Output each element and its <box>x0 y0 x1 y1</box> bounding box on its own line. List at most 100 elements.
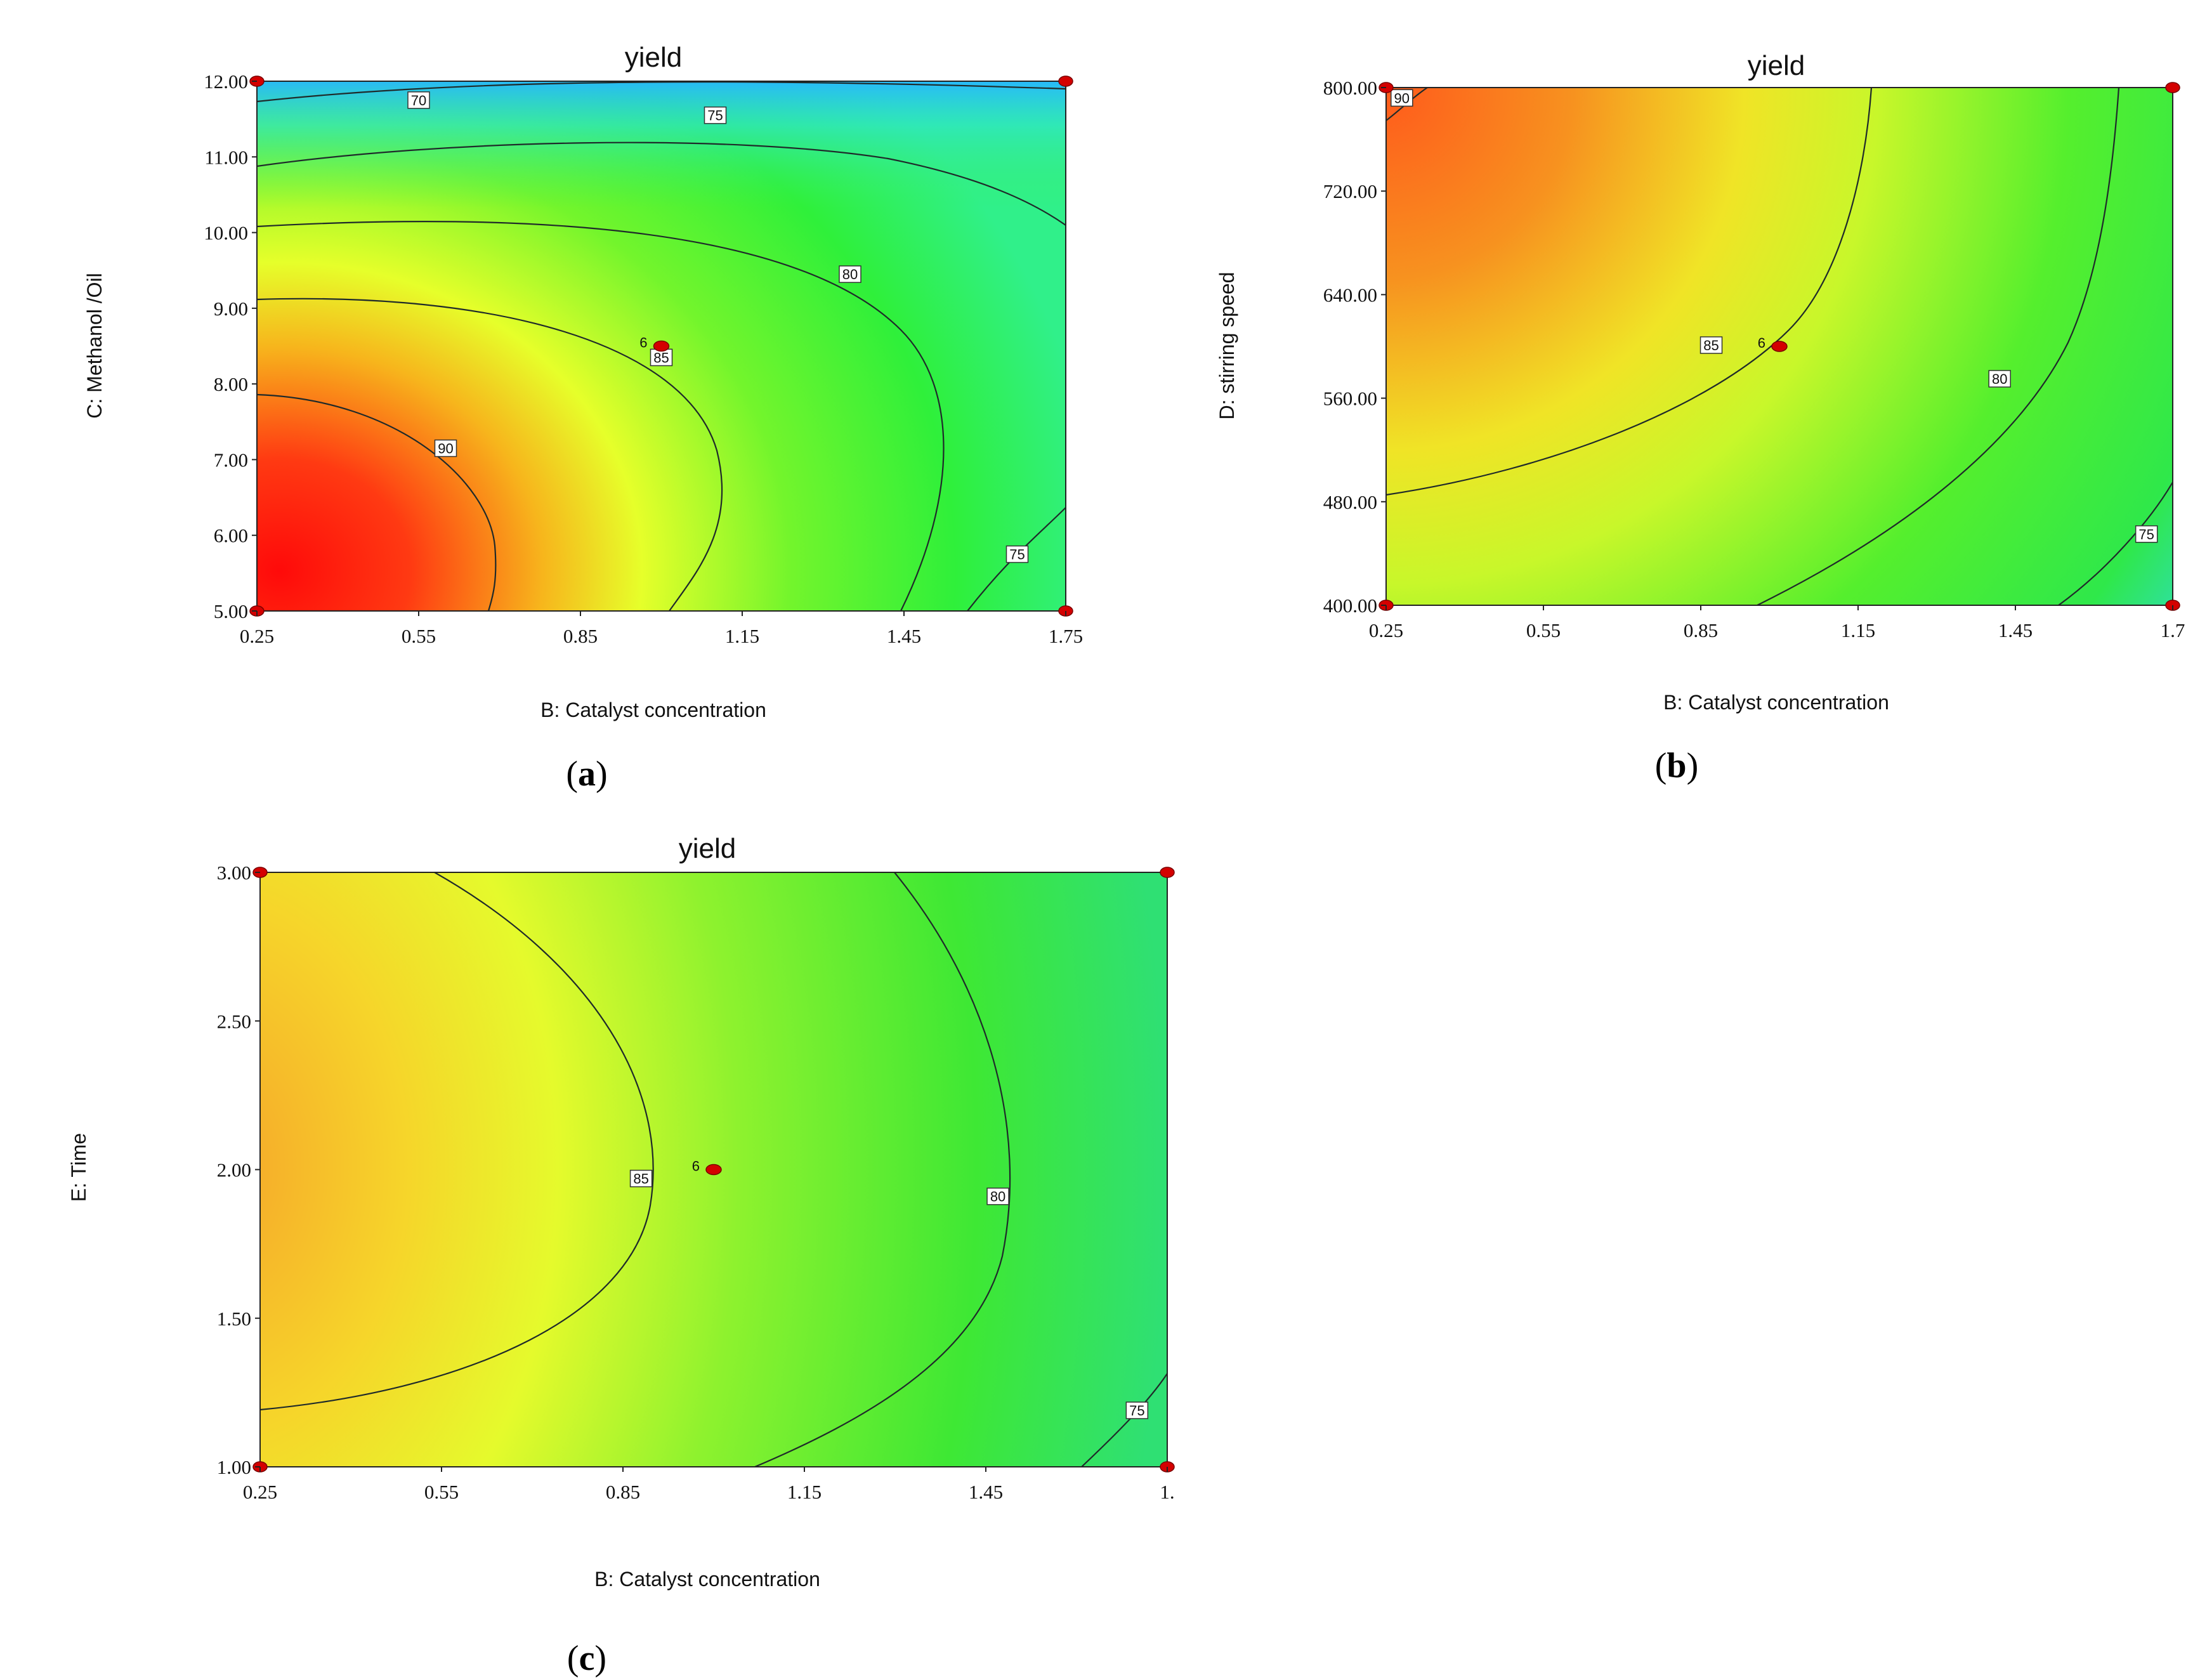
y-tick-label: 1.50 <box>217 1308 251 1330</box>
svg-text:75: 75 <box>2138 527 2154 542</box>
x-tick-label: 0.85 <box>1684 619 1718 641</box>
x-tick-label: 1.7 <box>2161 619 2185 641</box>
contour-label-90: 90 <box>1391 89 1413 107</box>
y-axis-label-b: D: stirring speed <box>1215 272 1238 420</box>
design-point-corner <box>1160 867 1175 878</box>
design-point-label: 6 <box>1758 335 1765 351</box>
contour-label-80: 80 <box>986 1187 1009 1205</box>
design-point-center <box>653 340 670 352</box>
svg-text:75: 75 <box>1009 547 1025 563</box>
svg-text:85: 85 <box>633 1171 648 1187</box>
x-tick-label: 0.25 <box>243 1481 277 1503</box>
contour-label-85: 85 <box>1699 336 1723 354</box>
svg-text:75: 75 <box>1129 1403 1144 1419</box>
x-tick-label: 1.45 <box>1998 619 2033 641</box>
svg-text:85: 85 <box>653 350 669 365</box>
y-tick-label: 3.00 <box>217 862 251 884</box>
contour-panel-b: 75 80 85 90 6 0.25 0.55 0.85 1.15 1.45 1.7 400.0… <box>1215 50 2185 785</box>
design-point-center <box>705 1164 722 1176</box>
design-point-center <box>1771 341 1788 352</box>
panel-label-b: (b) <box>1655 746 1698 785</box>
svg-text:75: 75 <box>707 108 723 124</box>
contour-label-75: 75 <box>1125 1401 1149 1419</box>
contour-line-80 <box>1757 88 2120 605</box>
x-axis-label-b: B: Catalyst concentration <box>1663 691 1889 714</box>
y-tick-label: 1.00 <box>217 1456 251 1478</box>
svg-text:80: 80 <box>842 266 858 282</box>
y-tick-label: 5.00 <box>214 600 248 622</box>
y-tick-label: 8.00 <box>214 373 248 395</box>
contour-line-85 <box>1386 88 1873 496</box>
contour-label-80: 80 <box>1988 370 2011 388</box>
contour-line-75-top <box>257 141 1066 226</box>
x-tick-label: 1.15 <box>787 1481 822 1503</box>
design-point-label: 6 <box>639 335 647 351</box>
contour-label-75: 75 <box>2135 525 2158 543</box>
contour-line-70 <box>257 81 1066 103</box>
y-tick-label: 7.00 <box>214 449 248 471</box>
contour-label-75: 75 <box>1005 545 1029 563</box>
y-tick-label: 2.50 <box>217 1010 251 1032</box>
x-tick-label: 1. <box>1160 1481 1174 1503</box>
y-tick-label: 400.00 <box>1323 594 1377 617</box>
contour-label-80: 80 <box>839 265 861 283</box>
svg-text:90: 90 <box>1394 90 1410 106</box>
chart-title-b: yield <box>1748 50 1805 81</box>
x-tick-label: 1.15 <box>1841 619 1875 641</box>
y-tick-label: 560.00 <box>1323 388 1377 410</box>
y-tick-label: 800.00 <box>1323 77 1377 99</box>
y-tick-label: 12.00 <box>204 70 248 93</box>
contour-fill-a <box>257 81 1066 611</box>
contour-panel-c: 75 80 85 6 0.25 0.55 0.85 1.15 1.45 1. 1.00 1.50… <box>67 833 1175 1678</box>
x-tick-label: 1.45 <box>969 1481 1003 1503</box>
contour-label-90: 90 <box>434 439 457 457</box>
chart-title-c: yield <box>679 833 737 864</box>
x-tick-label: 0.25 <box>240 625 274 647</box>
plot-frame-a <box>256 81 1066 612</box>
design-point-label: 6 <box>692 1158 700 1174</box>
contour-line-80 <box>257 221 945 611</box>
x-tick-label: 0.55 <box>424 1481 459 1503</box>
contour-line-80 <box>754 872 1011 1467</box>
y-tick-label: 640.00 <box>1323 284 1377 306</box>
y-tick-label: 11.00 <box>204 146 248 168</box>
contour-line-75 <box>2058 482 2173 605</box>
y-tick-label: 720.00 <box>1323 180 1377 202</box>
contour-label-75: 75 <box>704 106 727 124</box>
x-axis-label-a: B: Catalyst concentration <box>540 699 766 721</box>
x-tick-label: 1.45 <box>887 625 921 647</box>
y-tick-label: 2.00 <box>217 1159 251 1181</box>
contour-label-85: 85 <box>650 348 673 367</box>
svg-text:80: 80 <box>990 1189 1005 1205</box>
x-tick-label: 0.55 <box>1526 619 1561 641</box>
x-tick-label: 0.85 <box>606 1481 640 1503</box>
contour-label-70: 70 <box>407 91 430 109</box>
x-tick-label: 0.85 <box>563 625 598 647</box>
design-point-corner <box>2165 82 2180 93</box>
panel-label-a: (a) <box>566 754 607 794</box>
x-tick-label: 0.55 <box>402 625 436 647</box>
y-axis-label-a: C: Methanol /Oil <box>83 273 106 418</box>
y-tick-label: 6.00 <box>214 525 248 547</box>
chart-title-a: yield <box>625 42 683 73</box>
contour-label-85: 85 <box>629 1169 653 1188</box>
contour-line-90 <box>257 393 497 611</box>
y-tick-label: 9.00 <box>214 298 248 320</box>
y-tick-label: 10.00 <box>204 222 248 244</box>
x-tick-label: 1.75 <box>1049 625 1083 647</box>
svg-text:70: 70 <box>411 93 426 108</box>
x-axis-label-c: B: Catalyst concentration <box>594 1568 820 1591</box>
svg-text:85: 85 <box>1703 338 1719 353</box>
svg-text:90: 90 <box>438 441 453 457</box>
contour-line-85 <box>257 298 723 611</box>
y-tick-label: 480.00 <box>1323 491 1377 513</box>
contour-line-85 <box>260 872 654 1411</box>
y-axis-label-c: E: Time <box>67 1133 90 1202</box>
x-tick-label: 0.25 <box>1369 619 1403 641</box>
panel-label-c: (c) <box>567 1639 606 1678</box>
design-point-corner <box>1058 75 1073 87</box>
svg-text:80: 80 <box>1992 371 2007 387</box>
plot-frame-b <box>1385 87 2173 606</box>
